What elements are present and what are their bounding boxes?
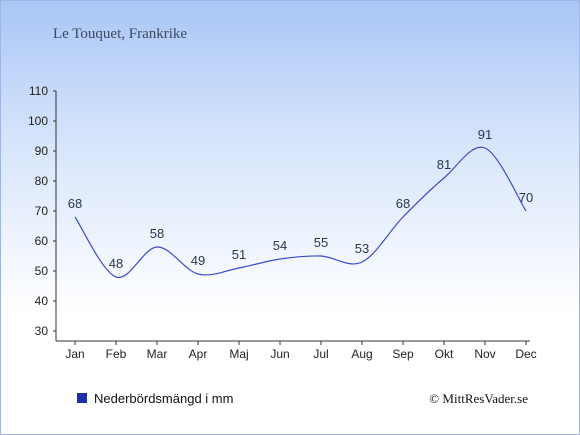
credit-text: © MittResVader.se	[429, 391, 528, 406]
x-tick-label-maj: Maj	[229, 347, 248, 361]
y-tick-label: 30	[35, 324, 49, 338]
x-tick-label-feb: Feb	[106, 347, 127, 361]
data-label-apr: 49	[191, 253, 205, 268]
data-label-nov: 91	[478, 127, 492, 142]
chart-title: Le Touquet, Frankrike	[53, 26, 187, 42]
x-tick-label-sep: Sep	[392, 347, 414, 361]
data-label-maj: 51	[232, 247, 246, 262]
data-label-jul: 55	[314, 235, 328, 250]
data-label-aug: 53	[355, 241, 369, 256]
axes: 30 40 50 60 70 80 90 100 110 Jan Feb Mar Apr Maj Jun Ju…	[28, 84, 537, 361]
y-tick-label: 50	[35, 264, 49, 278]
data-label-mar: 58	[150, 226, 164, 241]
series-layer: 68 48 58 49 51 54 55 53 68 81 91 70	[68, 127, 533, 278]
data-label-jun: 54	[273, 238, 287, 253]
y-tick-label: 90	[35, 144, 49, 158]
x-tick-label-jul: Jul	[313, 347, 328, 361]
x-tick-label-okt: Okt	[435, 347, 454, 361]
legend: Nederbördsmängd i mm	[77, 391, 233, 406]
y-tick-label: 100	[28, 114, 48, 128]
y-tick-label: 40	[35, 294, 49, 308]
x-tick-label-jan: Jan	[65, 347, 84, 361]
legend-label: Nederbördsmängd i mm	[94, 391, 233, 406]
x-tick-label-dec: Dec	[515, 347, 536, 361]
x-tick-label-mar: Mar	[147, 347, 168, 361]
x-tick-label-jun: Jun	[270, 347, 289, 361]
y-tick-label: 80	[35, 174, 49, 188]
y-tick-label: 70	[35, 204, 49, 218]
data-label-okt: 81	[437, 157, 451, 172]
x-tick-label-nov: Nov	[474, 347, 495, 361]
x-tick-label-aug: Aug	[351, 347, 372, 361]
data-label-jan: 68	[68, 196, 82, 211]
y-tick-label: 60	[35, 234, 49, 248]
data-label-dec: 70	[519, 190, 533, 205]
legend-swatch	[77, 393, 87, 403]
x-tick-label-apr: Apr	[189, 347, 208, 361]
data-label-feb: 48	[109, 256, 123, 271]
data-label-sep: 68	[396, 196, 410, 211]
series-line-0	[74, 146, 527, 278]
y-tick-label: 110	[29, 84, 48, 98]
